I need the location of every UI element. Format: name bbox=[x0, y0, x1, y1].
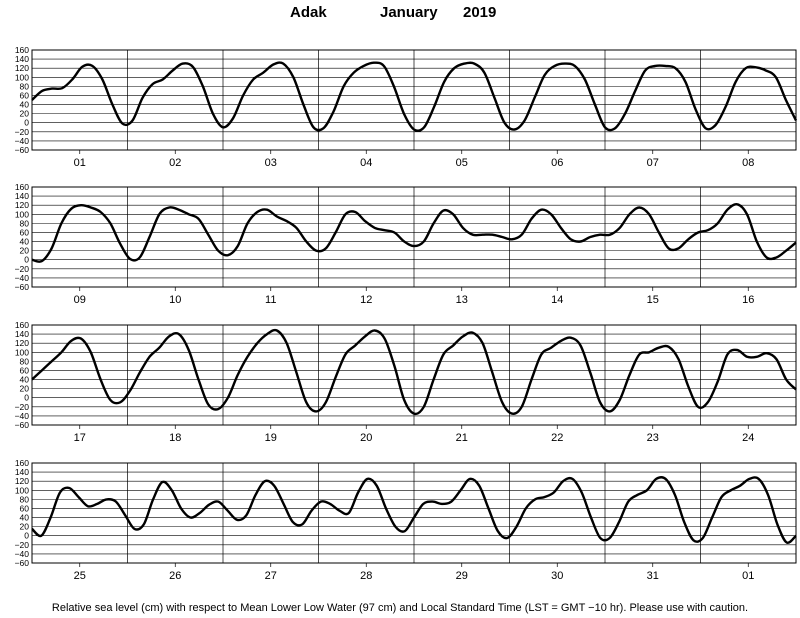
tide-curve bbox=[31, 476, 797, 544]
y-tick-label: −20 bbox=[15, 127, 30, 137]
chart-title: Adak January 2019 bbox=[0, 4, 800, 28]
day-label: 21 bbox=[456, 432, 468, 444]
month-label: January bbox=[380, 4, 438, 21]
tide-curve bbox=[31, 202, 797, 263]
y-tick-label: 60 bbox=[20, 90, 30, 100]
y-tick-label: 40 bbox=[20, 237, 30, 247]
y-tick-label: 100 bbox=[15, 209, 29, 219]
y-tick-label: 20 bbox=[20, 109, 30, 119]
day-label: 02 bbox=[169, 157, 181, 169]
y-tick-label: −20 bbox=[15, 402, 30, 412]
y-tick-label: −40 bbox=[15, 136, 30, 146]
y-tick-label: 40 bbox=[20, 375, 30, 385]
y-tick-label: −20 bbox=[15, 540, 30, 550]
day-label: 27 bbox=[265, 570, 277, 582]
y-tick-label: 140 bbox=[15, 54, 29, 64]
day-label: 03 bbox=[265, 157, 277, 169]
y-tick-label: −60 bbox=[15, 420, 30, 430]
day-label: 05 bbox=[456, 157, 468, 169]
day-label: 20 bbox=[360, 432, 372, 444]
y-tick-label: −60 bbox=[15, 145, 30, 155]
y-tick-label: 0 bbox=[24, 118, 29, 128]
day-label: 13 bbox=[456, 294, 468, 306]
y-tick-label: 0 bbox=[24, 393, 29, 403]
y-tick-label: 80 bbox=[20, 81, 30, 91]
y-tick-label: 20 bbox=[20, 246, 30, 256]
y-tick-label: 80 bbox=[20, 494, 30, 504]
day-label: 17 bbox=[74, 432, 86, 444]
day-label: 19 bbox=[265, 432, 277, 444]
y-tick-label: 40 bbox=[20, 100, 30, 110]
y-tick-label: 100 bbox=[15, 72, 29, 82]
y-tick-label: 80 bbox=[20, 356, 30, 366]
y-tick-label: 140 bbox=[15, 467, 29, 477]
panel-border bbox=[31, 324, 797, 426]
y-tick-label: −40 bbox=[15, 411, 30, 421]
day-label: 07 bbox=[647, 157, 659, 169]
day-label: 01 bbox=[742, 570, 754, 582]
panel-border bbox=[31, 186, 797, 288]
y-tick-label: −20 bbox=[15, 264, 30, 274]
day-label: 29 bbox=[456, 570, 468, 582]
y-tick-label: 0 bbox=[24, 531, 29, 541]
y-tick-label: 80 bbox=[20, 218, 30, 228]
y-tick-label: 60 bbox=[20, 503, 30, 513]
y-tick-label: 120 bbox=[15, 338, 29, 348]
day-label: 06 bbox=[551, 157, 563, 169]
y-tick-label: 20 bbox=[20, 522, 30, 532]
y-tick-label: 100 bbox=[15, 347, 29, 357]
y-tick-label: 160 bbox=[15, 182, 29, 192]
day-label: 26 bbox=[169, 570, 181, 582]
y-tick-label: 140 bbox=[15, 329, 29, 339]
y-tick-label: 60 bbox=[20, 227, 30, 237]
day-label: 11 bbox=[265, 294, 276, 306]
y-tick-label: 120 bbox=[15, 200, 29, 210]
day-label: 22 bbox=[551, 432, 563, 444]
day-label: 09 bbox=[74, 294, 86, 306]
y-tick-label: 160 bbox=[15, 458, 29, 468]
year-label: 2019 bbox=[463, 4, 497, 21]
day-label: 31 bbox=[647, 570, 659, 582]
tide-curve bbox=[31, 61, 798, 133]
y-tick-label: −40 bbox=[15, 273, 30, 283]
y-tick-label: 40 bbox=[20, 513, 30, 523]
y-tick-label: 20 bbox=[20, 384, 30, 394]
day-label: 01 bbox=[74, 157, 86, 169]
day-label: 23 bbox=[647, 432, 659, 444]
y-tick-label: −60 bbox=[15, 282, 30, 292]
y-tick-label: 60 bbox=[20, 365, 30, 375]
day-label: 16 bbox=[742, 294, 754, 306]
day-label: 28 bbox=[360, 570, 372, 582]
y-tick-label: 160 bbox=[15, 45, 29, 55]
y-tick-label: 160 bbox=[15, 320, 29, 330]
station-name: Adak bbox=[290, 4, 327, 21]
day-label: 14 bbox=[551, 294, 563, 306]
tide-curve bbox=[31, 328, 797, 416]
y-tick-label: 0 bbox=[24, 255, 29, 265]
day-label: 18 bbox=[169, 432, 181, 444]
y-tick-label: 100 bbox=[15, 485, 29, 495]
day-label: 12 bbox=[360, 294, 372, 306]
day-label: 24 bbox=[742, 432, 754, 444]
day-label: 08 bbox=[742, 157, 754, 169]
y-tick-label: −40 bbox=[15, 549, 30, 559]
day-label: 15 bbox=[647, 294, 659, 306]
y-tick-label: 120 bbox=[15, 476, 29, 486]
y-tick-label: −60 bbox=[15, 558, 30, 568]
y-tick-label: 120 bbox=[15, 63, 29, 73]
chart-footnote: Relative sea level (cm) with respect to … bbox=[51, 602, 749, 614]
day-label: 10 bbox=[169, 294, 181, 306]
panel-border bbox=[31, 462, 797, 564]
day-label: 04 bbox=[360, 157, 372, 169]
day-label: 25 bbox=[74, 570, 86, 582]
day-label: 30 bbox=[551, 570, 563, 582]
y-tick-label: 140 bbox=[15, 191, 29, 201]
